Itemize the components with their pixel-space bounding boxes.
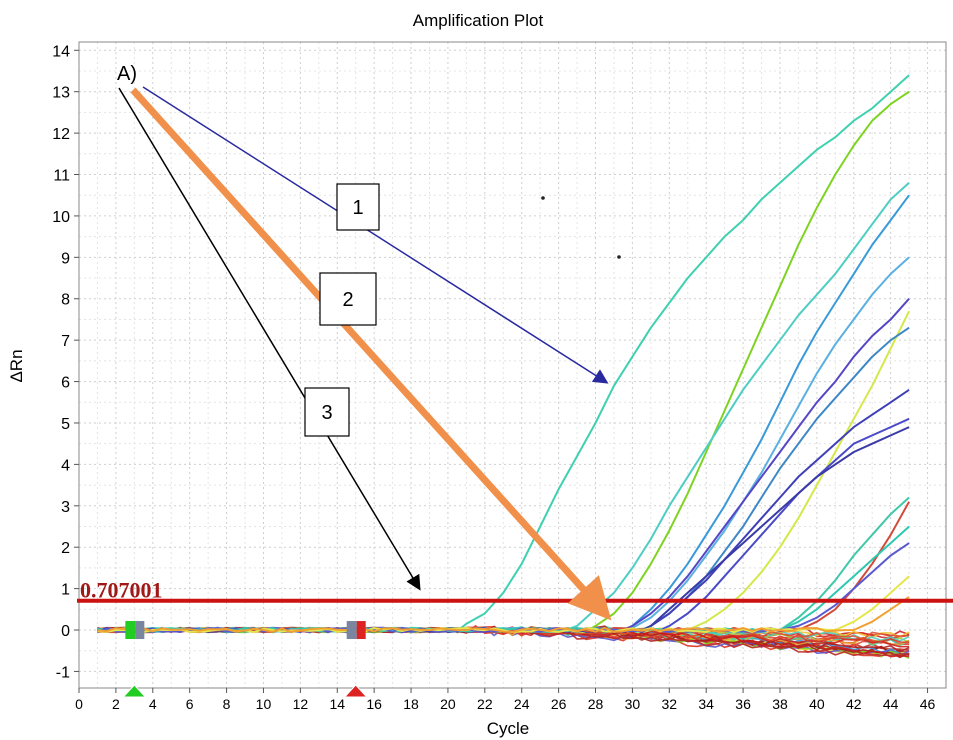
x-tick-label: 20: [440, 696, 456, 712]
y-tick-label: 1: [61, 582, 70, 599]
x-tick-label: 30: [625, 696, 641, 712]
x-tick-label: 4: [149, 696, 157, 712]
plot-area: [78, 41, 947, 689]
y-tick-label: 12: [52, 126, 70, 143]
x-axis-ticks: 0 2 4 6 8 10 12 14 16 18 20 22 24 26 28 30 32 34 36 38 40 42 4…: [75, 688, 936, 712]
x-tick-label: 40: [809, 696, 825, 712]
y-tick-label: 6: [61, 375, 70, 392]
y-tick-label: 7: [61, 333, 70, 350]
x-tick-label: 36: [735, 696, 751, 712]
stray-dot: [617, 255, 621, 259]
y-tick-label: 9: [61, 250, 70, 267]
amplification-curve: [97, 596, 910, 633]
x-tick-label: 46: [920, 696, 936, 712]
box-1: [336, 183, 380, 231]
x-tick-label: 28: [588, 696, 604, 712]
marker-triangle[interactable]: [343, 684, 368, 698]
x-tick-label: 44: [883, 696, 899, 712]
baseline-end-marker[interactable]: [343, 621, 368, 698]
x-tick-label: 10: [256, 696, 272, 712]
threshold-label: 0.707001: [80, 578, 163, 603]
y-tick-label: 4: [61, 457, 70, 474]
x-tick-label: 14: [329, 696, 345, 712]
box-3: [304, 387, 350, 437]
y-tick-label: 14: [52, 43, 70, 60]
y-tick-label: 0: [61, 623, 70, 640]
y-tick-label: 10: [52, 209, 70, 226]
x-tick-label: 22: [477, 696, 493, 712]
x-tick-label: 24: [514, 696, 530, 712]
y-tick-label: 2: [61, 540, 70, 557]
x-axis-label: Cycle: [487, 719, 530, 738]
chart-title: Amplification Plot: [413, 11, 544, 30]
y-tick-label: 5: [61, 416, 70, 433]
marker-triangle[interactable]: [122, 684, 147, 698]
x-tick-label: 34: [698, 696, 714, 712]
arrow-3: [118, 87, 421, 591]
panel-label: A): [117, 63, 137, 85]
x-tick-label: 0: [75, 696, 83, 712]
x-tick-label: 8: [223, 696, 231, 712]
marker-block[interactable]: [346, 621, 357, 640]
annotations: A) 1 2 3: [117, 63, 621, 621]
amplification-curves: [97, 74, 910, 634]
box-3-label: 3: [321, 402, 332, 424]
y-tick-label: -1: [56, 664, 70, 681]
x-tick-label: 26: [551, 696, 567, 712]
x-tick-label: 42: [846, 696, 862, 712]
threshold[interactable]: 0.707001: [77, 578, 953, 603]
baseline-start-marker[interactable]: [122, 621, 147, 698]
y-tick-label: 8: [61, 292, 70, 309]
box-2-label: 2: [342, 289, 353, 311]
arrow-1: [142, 86, 609, 384]
x-tick-label: 18: [403, 696, 419, 712]
y-tick-label: 3: [61, 499, 70, 516]
x-tick-label: 2: [112, 696, 120, 712]
y-tick-label: 13: [52, 85, 70, 102]
arrow-2: [130, 87, 612, 621]
marker-block[interactable]: [356, 621, 366, 640]
x-tick-label: 32: [662, 696, 678, 712]
y-tick-label: 11: [53, 168, 70, 185]
x-tick-label: 12: [293, 696, 309, 712]
y-axis-label: ΔRn: [7, 349, 26, 382]
box-2: [319, 272, 377, 326]
marker-block[interactable]: [135, 621, 145, 640]
box-1-label: 1: [352, 197, 363, 219]
x-tick-label: 38: [772, 696, 788, 712]
x-tick-label: 16: [366, 696, 382, 712]
x-tick-label: 6: [186, 696, 194, 712]
stray-dot: [541, 196, 545, 200]
marker-block[interactable]: [125, 621, 136, 640]
baseline-markers[interactable]: [122, 621, 368, 698]
